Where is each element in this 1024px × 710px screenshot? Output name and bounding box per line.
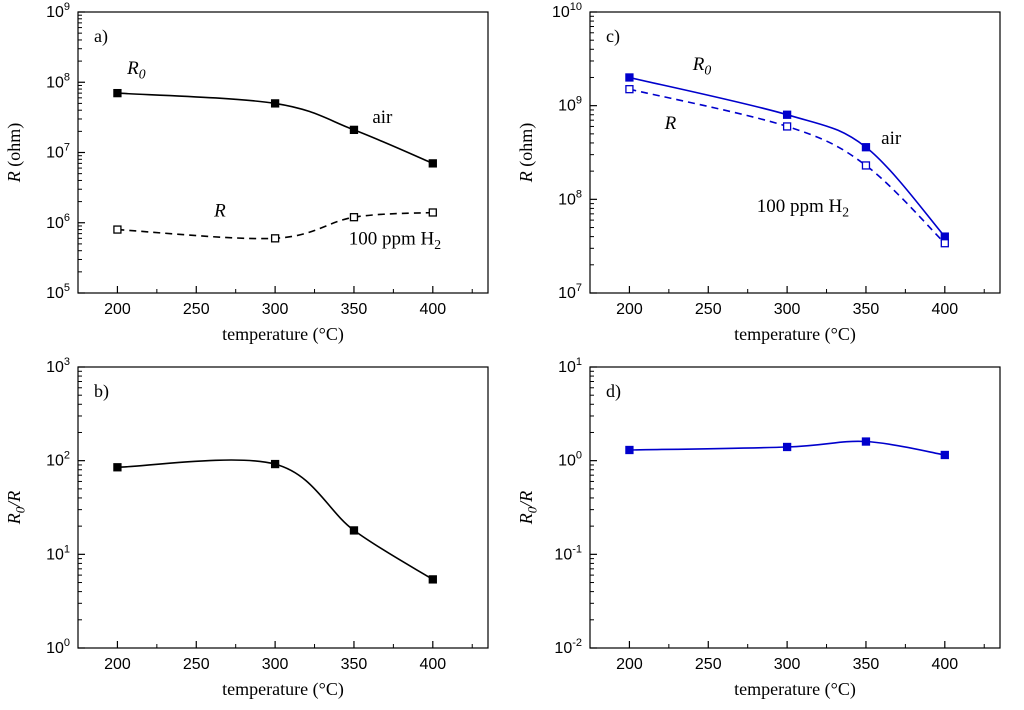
- svg-text:300: 300: [774, 301, 801, 318]
- svg-text:R0: R0: [692, 54, 712, 78]
- svg-text:400: 400: [931, 656, 958, 673]
- svg-text:109: 109: [558, 95, 582, 115]
- chart-b-svg: 200 250 300 350 400 100 101 102 103 temperature (…: [4, 356, 489, 700]
- panel-b: 200 250 300 350 400 100 101 102 103 temperature (…: [0, 355, 512, 710]
- svg-text:temperature (°C): temperature (°C): [222, 679, 344, 700]
- svg-text:109: 109: [46, 1, 70, 21]
- svg-text:350: 350: [341, 656, 368, 673]
- svg-text:102: 102: [46, 450, 70, 470]
- svg-text:R0/R: R0/R: [516, 491, 540, 525]
- svg-text:air: air: [881, 128, 902, 149]
- svg-text:101: 101: [46, 543, 70, 563]
- svg-text:106: 106: [46, 212, 70, 232]
- svg-text:100: 100: [558, 450, 582, 470]
- svg-text:R (ohm): R (ohm): [4, 123, 25, 184]
- svg-text:a): a): [94, 26, 108, 47]
- svg-text:R0: R0: [126, 58, 146, 82]
- svg-text:temperature (°C): temperature (°C): [734, 324, 856, 345]
- svg-text:250: 250: [695, 656, 722, 673]
- svg-text:10-1: 10-1: [554, 543, 582, 563]
- chart-a-svg: 200 250 300 350 400 105 106 107 108 109 temperatur…: [4, 1, 489, 345]
- svg-text:R (ohm): R (ohm): [516, 123, 537, 184]
- svg-text:105: 105: [46, 282, 70, 302]
- svg-text:250: 250: [695, 301, 722, 318]
- svg-text:100: 100: [46, 637, 70, 657]
- svg-text:400: 400: [931, 301, 958, 318]
- svg-text:1010: 1010: [552, 1, 582, 21]
- svg-text:300: 300: [262, 656, 289, 673]
- svg-text:350: 350: [853, 656, 880, 673]
- svg-text:400: 400: [419, 301, 446, 318]
- chart-d-svg: 200 250 300 350 400 10-2 10-1 100 101 temperature…: [516, 356, 1001, 700]
- svg-text:R: R: [213, 200, 226, 221]
- svg-text:250: 250: [183, 656, 210, 673]
- svg-text:350: 350: [853, 301, 880, 318]
- svg-text:200: 200: [616, 656, 643, 673]
- panel-a: 200 250 300 350 400 105 106 107 108 109 temperatur…: [0, 0, 512, 355]
- svg-text:300: 300: [262, 301, 289, 318]
- svg-text:101: 101: [558, 356, 582, 376]
- svg-text:b): b): [94, 381, 109, 402]
- svg-text:200: 200: [104, 656, 131, 673]
- svg-text:108: 108: [558, 188, 582, 208]
- svg-text:R0/R: R0/R: [4, 491, 28, 525]
- svg-text:temperature (°C): temperature (°C): [222, 324, 344, 345]
- panel-c: 200 250 300 350 400 107 108 109 1010 temperature …: [512, 0, 1024, 355]
- svg-text:c): c): [606, 26, 620, 47]
- svg-text:200: 200: [616, 301, 643, 318]
- svg-text:108: 108: [46, 71, 70, 91]
- svg-text:250: 250: [183, 301, 210, 318]
- panel-d: 200 250 300 350 400 10-2 10-1 100 101 temperature…: [512, 355, 1024, 710]
- chart-c-svg: 200 250 300 350 400 107 108 109 1010 temperature …: [516, 1, 1001, 345]
- svg-text:200: 200: [104, 301, 131, 318]
- svg-text:10-2: 10-2: [554, 637, 582, 657]
- svg-text:300: 300: [774, 656, 801, 673]
- svg-text:107: 107: [558, 282, 582, 302]
- svg-text:temperature (°C): temperature (°C): [734, 679, 856, 700]
- svg-text:100 ppm H2: 100 ppm H2: [757, 196, 850, 220]
- svg-text:d): d): [606, 381, 621, 402]
- svg-text:air: air: [372, 107, 393, 128]
- svg-text:100 ppm H2: 100 ppm H2: [349, 228, 442, 252]
- svg-text:103: 103: [46, 356, 70, 376]
- svg-text:R: R: [664, 113, 677, 134]
- svg-text:107: 107: [46, 142, 70, 162]
- svg-text:350: 350: [341, 301, 368, 318]
- svg-text:400: 400: [419, 656, 446, 673]
